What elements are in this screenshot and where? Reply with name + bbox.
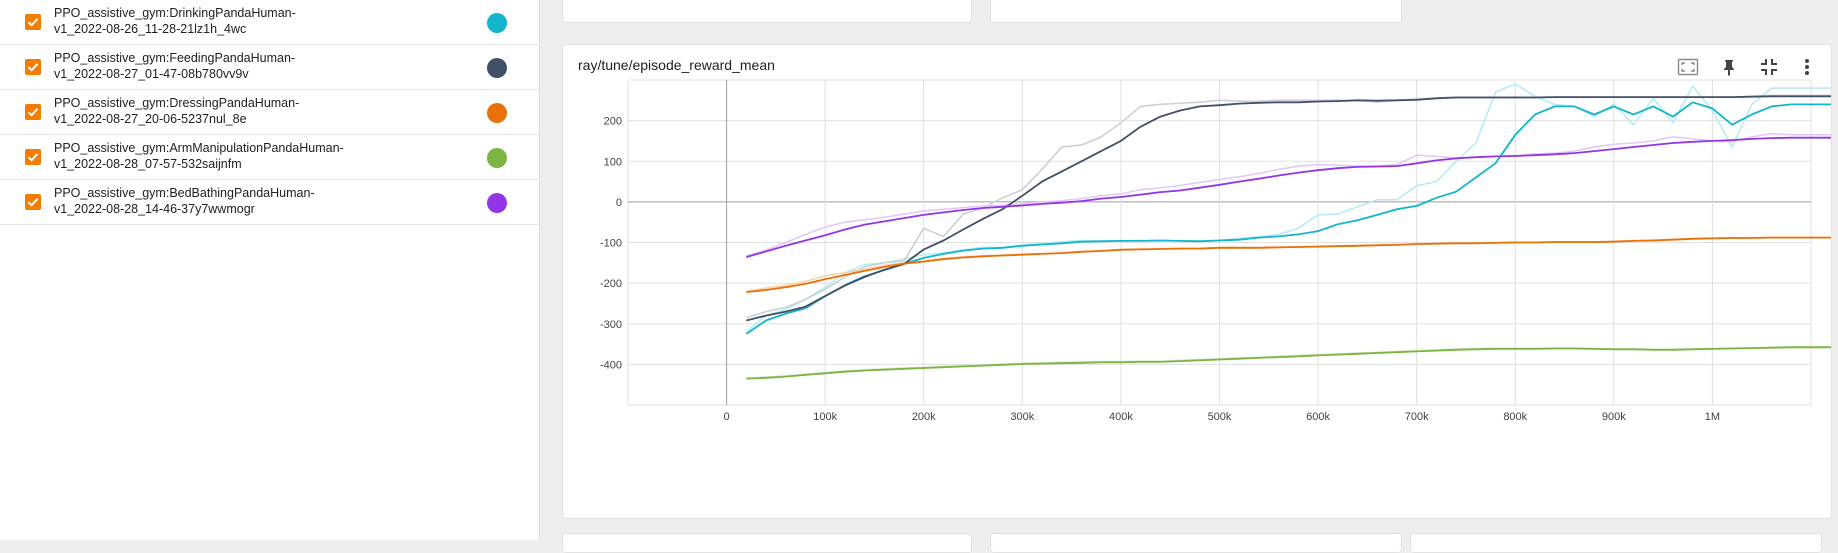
series-line — [746, 236, 1831, 293]
x-tick-label: 100k — [813, 411, 837, 423]
collapse-button[interactable] — [1757, 55, 1781, 79]
run-item: PPO_assistive_gym:FeedingPandaHuman- v1_… — [0, 45, 539, 90]
more-options-button[interactable] — [1795, 55, 1819, 79]
x-tick-label: 300k — [1010, 411, 1034, 423]
run-item: PPO_assistive_gym:ArmManipulationPandaHu… — [0, 135, 539, 180]
series-line — [745, 101, 1831, 335]
x-tick-label: 500k — [1208, 411, 1232, 423]
chart-title: ray/tune/episode_reward_mean — [578, 57, 775, 73]
pin-icon — [1724, 60, 1734, 76]
run-name: PPO_assistive_gym:DressingPandaHuman- v1… — [54, 96, 300, 126]
check-icon — [27, 198, 39, 207]
raw-series-line — [746, 94, 1831, 319]
y-tick-label: -200 — [600, 278, 622, 290]
x-tick-label: 0 — [724, 411, 730, 423]
raw-series-line — [745, 83, 1831, 333]
run-checkbox[interactable] — [25, 194, 41, 210]
run-name: PPO_assistive_gym:BedBathingPandaHuman- … — [54, 186, 315, 216]
x-tick-label: 900k — [1602, 411, 1626, 423]
run-checkbox[interactable] — [25, 104, 41, 120]
run-item: PPO_assistive_gym:DressingPandaHuman- v1… — [0, 90, 539, 135]
check-icon — [27, 108, 39, 117]
x-tick-label: 400k — [1109, 411, 1133, 423]
y-tick-label: 100 — [604, 156, 622, 168]
run-item: PPO_assistive_gym:BedBathingPandaHuman- … — [0, 180, 539, 225]
run-color-swatch[interactable] — [487, 58, 507, 78]
chart-card-stub — [990, 533, 1402, 553]
series-line — [746, 346, 1831, 380]
run-checkbox[interactable] — [25, 14, 41, 30]
run-name: PPO_assistive_gym:FeedingPandaHuman- v1_… — [54, 51, 296, 81]
collapse-icon — [1761, 59, 1777, 75]
fit-domain-icon — [1677, 58, 1699, 76]
pin-button[interactable] — [1717, 55, 1741, 79]
run-checkbox[interactable] — [25, 59, 41, 75]
run-color-swatch[interactable] — [487, 13, 507, 33]
run-selector-panel: PPO_assistive_gym:DrinkingPandaHuman- v1… — [0, 0, 540, 540]
check-icon — [27, 63, 39, 72]
run-checkbox[interactable] — [25, 149, 41, 165]
y-tick-label: -300 — [600, 319, 622, 331]
x-tick-label: 200k — [912, 411, 936, 423]
series-line — [746, 136, 1831, 258]
raw-series-line — [746, 132, 1831, 257]
x-tick-label: 800k — [1503, 411, 1527, 423]
y-tick-label: 200 — [604, 116, 622, 128]
fit-domain-button[interactable] — [1676, 55, 1700, 79]
check-icon — [27, 18, 39, 27]
chart-card: ray/tune/episode_reward_mean -400 -300 -20… — [562, 44, 1832, 519]
more-vert-icon — [1805, 59, 1809, 75]
chart-card-stub — [990, 0, 1402, 23]
run-name: PPO_assistive_gym:ArmManipulationPandaHu… — [54, 141, 344, 171]
x-tick-label: 600k — [1306, 411, 1330, 423]
run-name: PPO_assistive_gym:DrinkingPandaHuman- v1… — [54, 6, 296, 36]
line-chart[interactable]: -400 -300 -200 -100 0 100 200 0 100k 200k 300k 400k… — [563, 45, 1831, 518]
y-tick-label: -100 — [600, 238, 622, 250]
x-tick-label: 700k — [1405, 411, 1429, 423]
check-icon — [27, 153, 39, 162]
raw-series-line — [746, 346, 1831, 379]
series-line — [746, 95, 1831, 322]
chart-card-stub — [562, 0, 972, 23]
chart-card-stub — [562, 533, 972, 553]
run-color-swatch[interactable] — [487, 103, 507, 123]
x-tick-label: 1M — [1705, 411, 1720, 423]
y-tick-label: 0 — [616, 197, 622, 209]
chart-card-stub — [1410, 533, 1822, 553]
y-tick-label: -400 — [600, 359, 622, 371]
run-item: PPO_assistive_gym:DrinkingPandaHuman- v1… — [0, 0, 539, 45]
run-color-swatch[interactable] — [487, 193, 507, 213]
run-list: PPO_assistive_gym:DrinkingPandaHuman- v1… — [0, 0, 539, 225]
run-color-swatch[interactable] — [487, 148, 507, 168]
